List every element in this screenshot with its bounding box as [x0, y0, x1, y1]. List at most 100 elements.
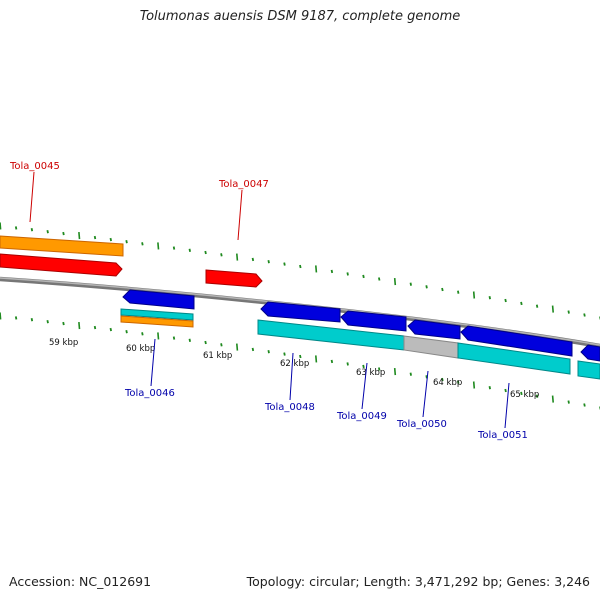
- map-title: Tolumonas auensis DSM 9187, complete gen…: [139, 9, 461, 24]
- misc-feature-tola-0050[interactable]: [403, 335, 459, 359]
- inner-major-tick: [472, 381, 476, 389]
- inner-minor-tick: [125, 330, 128, 334]
- outer-minor-tick: [362, 274, 365, 279]
- inner-major-tick: [236, 343, 239, 351]
- inner-minor-tick: [346, 362, 349, 366]
- gene-label-tola-0048[interactable]: Tola_0048: [264, 402, 315, 413]
- inner-major-tick: [315, 355, 318, 363]
- gene-feature-tola-0046[interactable]: [120, 308, 194, 321]
- inner-minor-tick: [504, 388, 507, 393]
- outer-minor-tick: [46, 230, 49, 234]
- inner-minor-tick: [30, 318, 34, 322]
- cds-feature-tola-0052[interactable]: [580, 344, 600, 362]
- inner-minor-tick: [441, 377, 444, 382]
- inner-minor-tick: [220, 343, 223, 347]
- outer-minor-tick: [567, 310, 570, 314]
- outer-minor-tick: [220, 253, 223, 257]
- outer-major-tick: [393, 278, 397, 286]
- cds-feature-tola-0051[interactable]: [460, 325, 573, 357]
- inner-major-tick: [393, 368, 397, 376]
- inner-minor-tick: [535, 394, 539, 398]
- inner-minor-tick: [283, 352, 286, 356]
- leader-line-tola-0049: [361, 362, 368, 410]
- outer-minor-tick: [109, 237, 112, 242]
- scale-label-64: 64 kbp: [433, 378, 462, 388]
- inner-minor-tick: [409, 372, 412, 376]
- outer-major-tick: [157, 242, 160, 250]
- cds-feature-tola-0050[interactable]: [407, 319, 461, 340]
- outer-minor-tick: [441, 287, 444, 292]
- inner-minor-tick: [488, 386, 491, 390]
- outer-minor-tick: [30, 228, 34, 232]
- outer-minor-tick: [457, 290, 460, 294]
- gene-label-tola-0049[interactable]: Tola_0049: [336, 411, 387, 422]
- outer-minor-tick: [330, 269, 334, 274]
- leader-line-tola-0045: [29, 171, 35, 223]
- inner-minor-tick: [62, 321, 65, 326]
- gene-label-tola-0047[interactable]: Tola_0047: [218, 179, 269, 190]
- outer-minor-tick: [62, 231, 65, 236]
- outer-minor-tick: [583, 313, 586, 317]
- inner-minor-tick: [109, 327, 112, 332]
- gene-label-tola-0045[interactable]: Tola_0045: [9, 161, 60, 172]
- scale-label-60: 60 kbp: [126, 344, 155, 354]
- outer-minor-tick: [520, 301, 523, 306]
- inner-minor-tick: [362, 364, 365, 369]
- inner-minor-tick: [583, 403, 586, 407]
- outer-major-tick: [472, 291, 476, 299]
- outer-minor-tick: [172, 246, 176, 250]
- outer-minor-tick: [409, 282, 412, 286]
- inner-minor-tick: [141, 332, 144, 336]
- inner-minor-tick: [204, 340, 207, 345]
- scale-label-65: 65 kbp: [510, 390, 539, 400]
- gene-label-tola-0046[interactable]: Tola_0046: [124, 388, 175, 399]
- outer-major-tick: [0, 222, 2, 230]
- scale-label-61: 61 kbp: [203, 351, 232, 361]
- outer-minor-tick: [299, 264, 302, 269]
- gene-feature-tola-0046-b[interactable]: [120, 315, 194, 328]
- scale-label-63: 63 kbp: [356, 368, 385, 378]
- outer-minor-tick: [346, 272, 349, 276]
- outer-minor-tick: [267, 260, 270, 264]
- scale-ticks-inner: [0, 312, 600, 410]
- inner-minor-tick: [46, 320, 49, 324]
- outer-minor-tick: [204, 250, 207, 255]
- scale-label-62: 62 kbp: [280, 359, 309, 369]
- leader-line-tola-0051: [504, 382, 510, 429]
- cds-feature-tola-0045[interactable]: [0, 253, 123, 277]
- outer-minor-tick: [283, 262, 286, 266]
- inner-major-tick: [0, 312, 2, 320]
- inner-minor-tick: [567, 400, 570, 404]
- leader-line-tola-0048: [289, 352, 294, 401]
- outer-major-tick: [236, 253, 239, 261]
- cds-feature-tola-0049[interactable]: [340, 310, 407, 332]
- leader-line-tola-0050: [422, 370, 429, 418]
- inner-minor-tick: [457, 380, 460, 384]
- inner-minor-tick: [299, 354, 302, 359]
- inner-minor-tick: [520, 391, 523, 396]
- leader-line-tola-0047: [237, 189, 243, 241]
- outer-minor-tick: [488, 296, 491, 300]
- cds-feature-tola-0048[interactable]: [260, 301, 341, 323]
- accession-label: Accession: NC_012691: [9, 574, 152, 589]
- gene-feature-tola-0052[interactable]: [577, 360, 600, 380]
- gene-feature-tola-0045[interactable]: [0, 235, 124, 257]
- outer-minor-tick: [251, 257, 255, 262]
- outer-minor-tick: [188, 248, 191, 252]
- inner-minor-tick: [14, 316, 18, 320]
- cds-feature-tola-0046[interactable]: [122, 289, 195, 310]
- gene-label-tola-0051[interactable]: Tola_0051: [477, 430, 528, 441]
- outer-minor-tick: [141, 242, 144, 246]
- outer-major-tick: [315, 265, 318, 273]
- gene-label-tola-0050[interactable]: Tola_0050: [396, 419, 447, 430]
- outer-minor-tick: [93, 235, 97, 240]
- topology-label: Topology: circular; Length: 3,471,292 bp…: [246, 574, 590, 589]
- cds-feature-tola-0047[interactable]: [205, 269, 263, 288]
- leader-line-tola-0046: [150, 338, 156, 387]
- outer-major-tick: [78, 232, 81, 240]
- gene-feature-tola-0051[interactable]: [457, 342, 571, 375]
- outer-minor-tick: [535, 304, 539, 308]
- outer-minor-tick: [125, 240, 128, 244]
